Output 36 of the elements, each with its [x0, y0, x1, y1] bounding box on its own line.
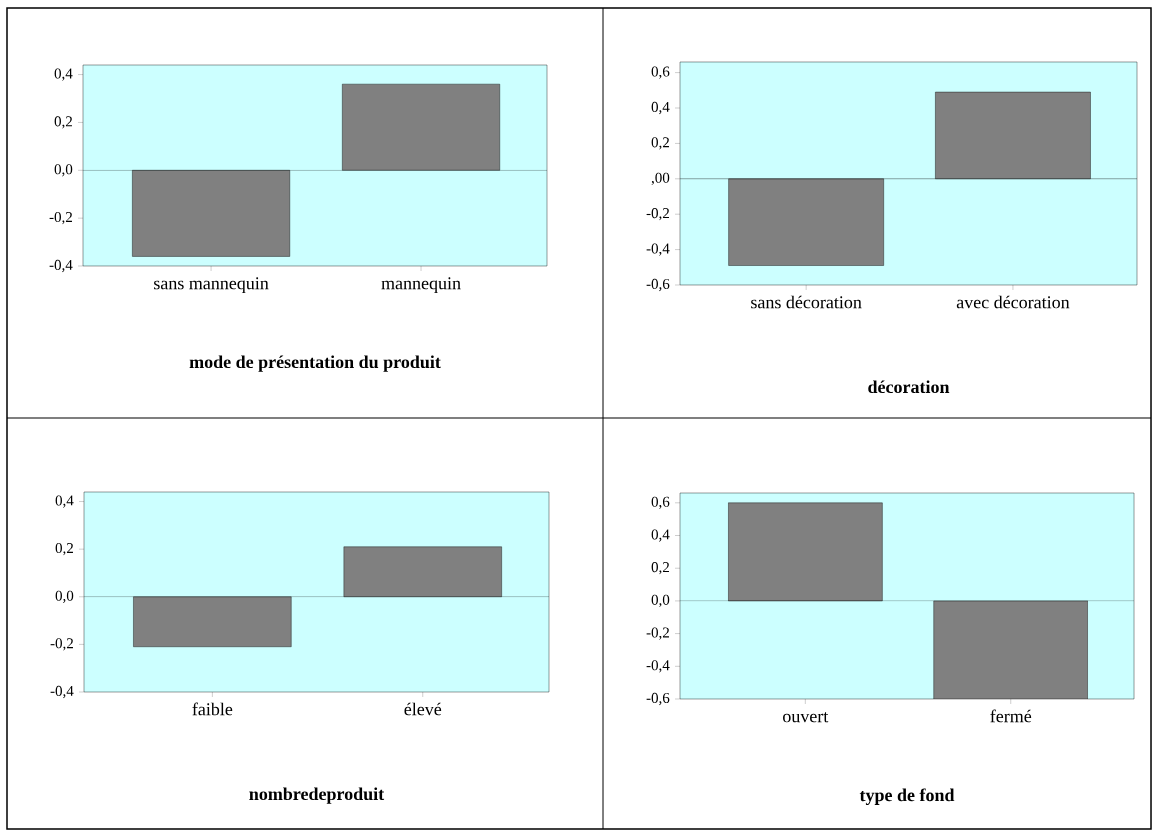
y-tick-label: -0,4 [646, 243, 670, 256]
y-tick-label: -0,2 [49, 212, 72, 225]
x-axis-title: mode de présentation du produit [189, 355, 441, 372]
x-axis-title: décoration [868, 380, 950, 394]
x-axis-title: type de fond [859, 788, 955, 805]
y-tick-label: -0,2 [50, 638, 73, 651]
y-tick-label: 0,2 [54, 116, 72, 129]
y-tick-label: -0,6 [646, 692, 670, 706]
x-tick-label: sans mannequin [154, 277, 269, 294]
y-tick-label: 0,6 [651, 496, 670, 509]
y-tick-label: -0,2 [646, 208, 669, 221]
x-axis-title: nombredeproduit [249, 787, 385, 804]
y-tick-label: 0,6 [651, 66, 670, 79]
y-tick-label: 0,0 [651, 594, 670, 608]
x-tick-label: ouvert [783, 712, 829, 723]
y-tick-label: -0,4 [50, 685, 74, 699]
y-tick-label: 0,2 [651, 562, 669, 575]
x-tick-label: fermé [990, 709, 1032, 723]
x-tick-label: mannequin [381, 277, 461, 294]
y-tick-label: 0,4 [55, 495, 74, 508]
x-tick-label: faible [192, 702, 233, 716]
x-tick-label: avec décoration [956, 295, 1070, 309]
y-tick-label: 0,0 [54, 164, 73, 177]
y-tick-label: -0,4 [49, 259, 73, 273]
y-tick-label: -0,4 [646, 660, 670, 673]
y-tick-label: 0,2 [55, 543, 73, 556]
y-tick-label: 0,4 [651, 101, 670, 115]
x-tick-label: élevé [404, 702, 442, 716]
y-tick-label: 0,2 [651, 137, 669, 150]
y-tick-label: -0,2 [646, 627, 669, 640]
y-tick-label: 0,4 [651, 529, 670, 542]
y-tick-label: 0,4 [54, 68, 73, 81]
y-tick-label: ,00 [651, 172, 670, 185]
x-tick-label: sans décoration [751, 295, 862, 309]
y-tick-label: -0,6 [646, 278, 670, 292]
y-tick-label: 0,0 [55, 590, 74, 603]
